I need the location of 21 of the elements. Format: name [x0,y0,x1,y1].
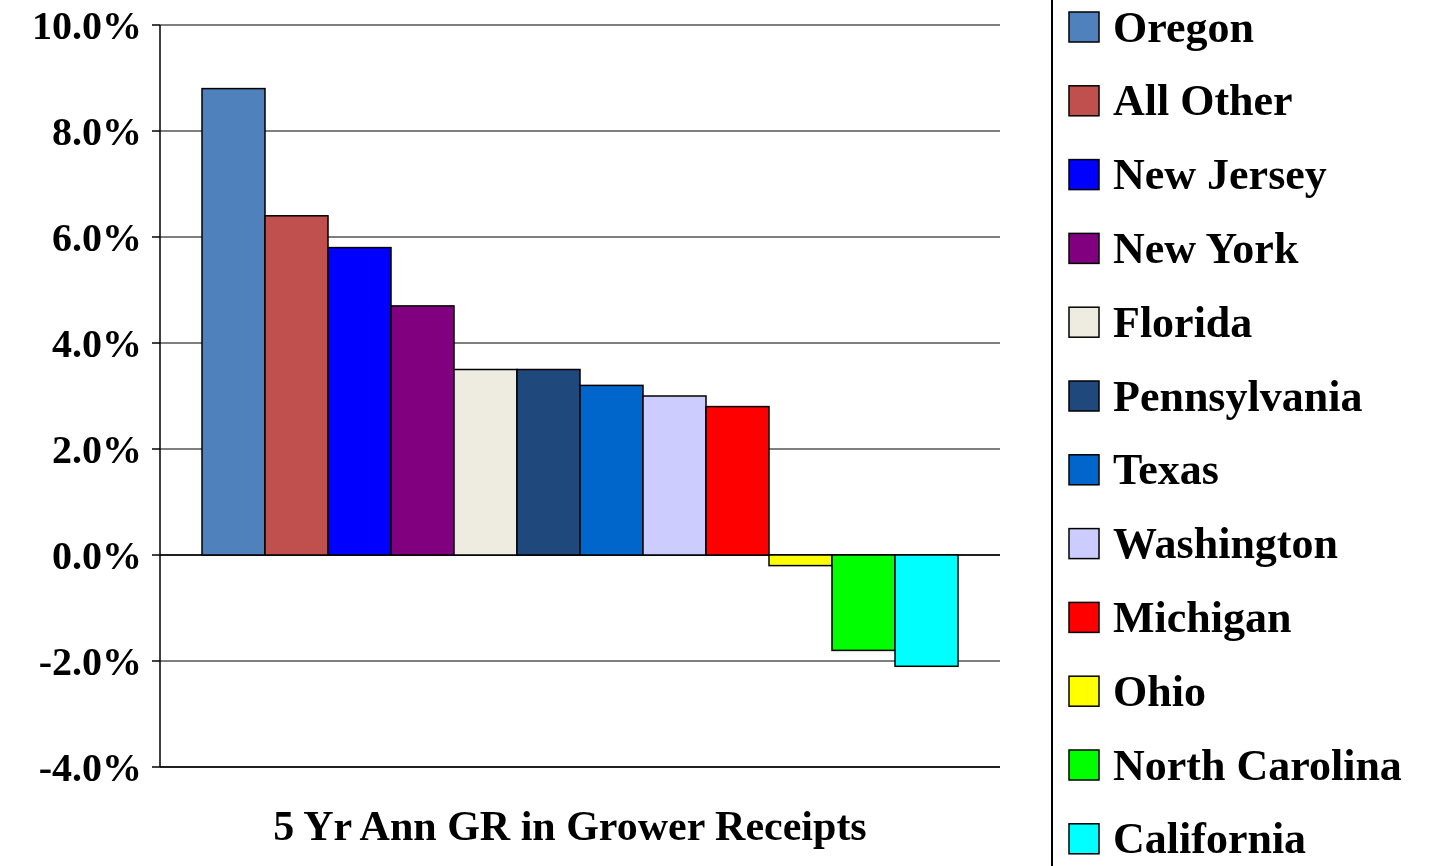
y-tick-label: -2.0% [38,638,142,684]
y-tick-label: 4.0% [52,320,142,366]
legend-label: All Other [1113,76,1293,126]
y-tick-label: 8.0% [52,108,142,154]
y-tick-label: 0.0% [52,532,142,578]
legend-label: Pennsylvania [1113,371,1363,421]
legend-label: Michigan [1113,592,1292,642]
legend-label: California [1113,814,1307,864]
x-axis-title: 5 Yr Ann GR in Grower Receipts [273,803,867,849]
y-tick-label: -4.0% [38,744,142,790]
legend-label: Texas [1113,445,1219,495]
legend-label: New York [1113,223,1299,273]
legend-label: New Jersey [1113,150,1327,200]
legend-label: North Carolina [1113,740,1402,790]
y-tick-label: 10.0% [32,2,142,48]
legend-label: Florida [1113,297,1253,347]
legend-label: Ohio [1113,666,1206,716]
y-tick-label: 2.0% [52,426,142,472]
legend-label: Oregon [1113,2,1254,52]
legend-label: Washington [1113,519,1338,569]
y-tick-label: 6.0% [52,214,142,260]
